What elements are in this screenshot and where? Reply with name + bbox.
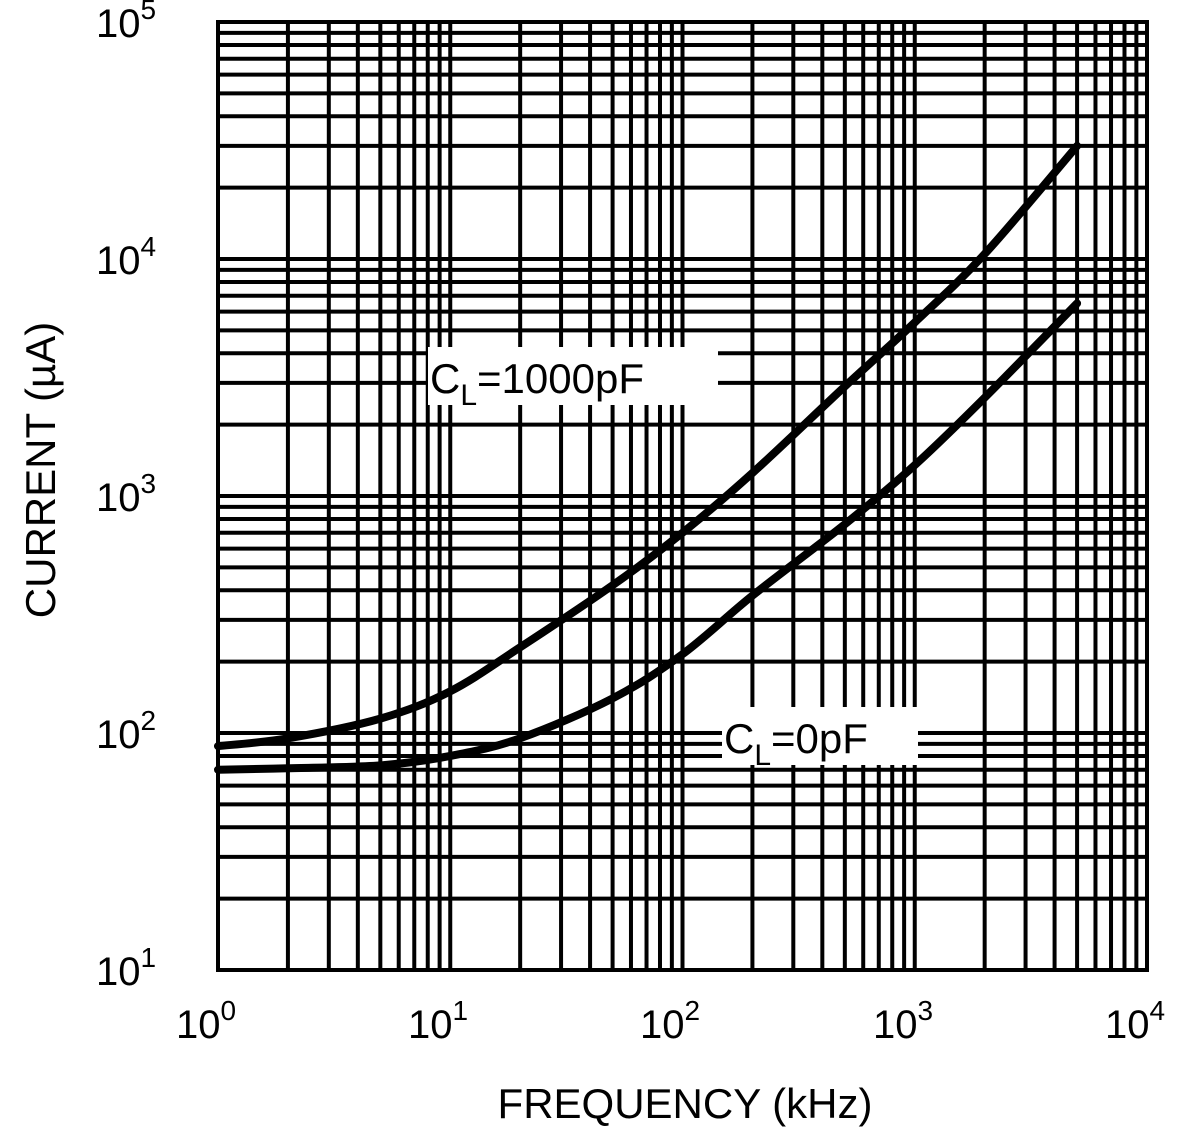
label-cl-0pf: CL=0pF xyxy=(722,707,918,772)
plot-frame xyxy=(216,20,1149,972)
x-tick-label: 103 xyxy=(873,995,933,1047)
y-axis-title: CURRENT (µA) xyxy=(17,322,64,618)
x-tick-label: 102 xyxy=(640,995,700,1047)
y-tick-label: 102 xyxy=(96,705,156,757)
y-tick-label: 101 xyxy=(96,942,156,994)
series-line-0 xyxy=(214,141,1082,751)
svg-text:CL=0pF: CL=0pF xyxy=(724,715,868,772)
x-tick-label: 104 xyxy=(1105,995,1165,1047)
x-tick-label: 100 xyxy=(176,995,236,1047)
y-tick-label: 104 xyxy=(96,231,156,283)
x-tick-labels: 100 101 102 103 104 xyxy=(176,995,1165,1047)
svg-text:CL=1000pF: CL=1000pF xyxy=(430,355,644,412)
label-cl-1000pf: CL=1000pF xyxy=(428,347,718,412)
x-axis-title: FREQUENCY (kHz) xyxy=(498,1080,873,1127)
series-line-1 xyxy=(214,299,1082,774)
grid xyxy=(216,22,1147,972)
y-tick-label: 105 xyxy=(96,0,156,46)
x-tick-label: 101 xyxy=(408,995,468,1047)
y-tick-labels: 101 102 103 104 105 xyxy=(96,0,156,994)
y-tick-label: 103 xyxy=(96,468,156,520)
curves xyxy=(214,141,1082,774)
